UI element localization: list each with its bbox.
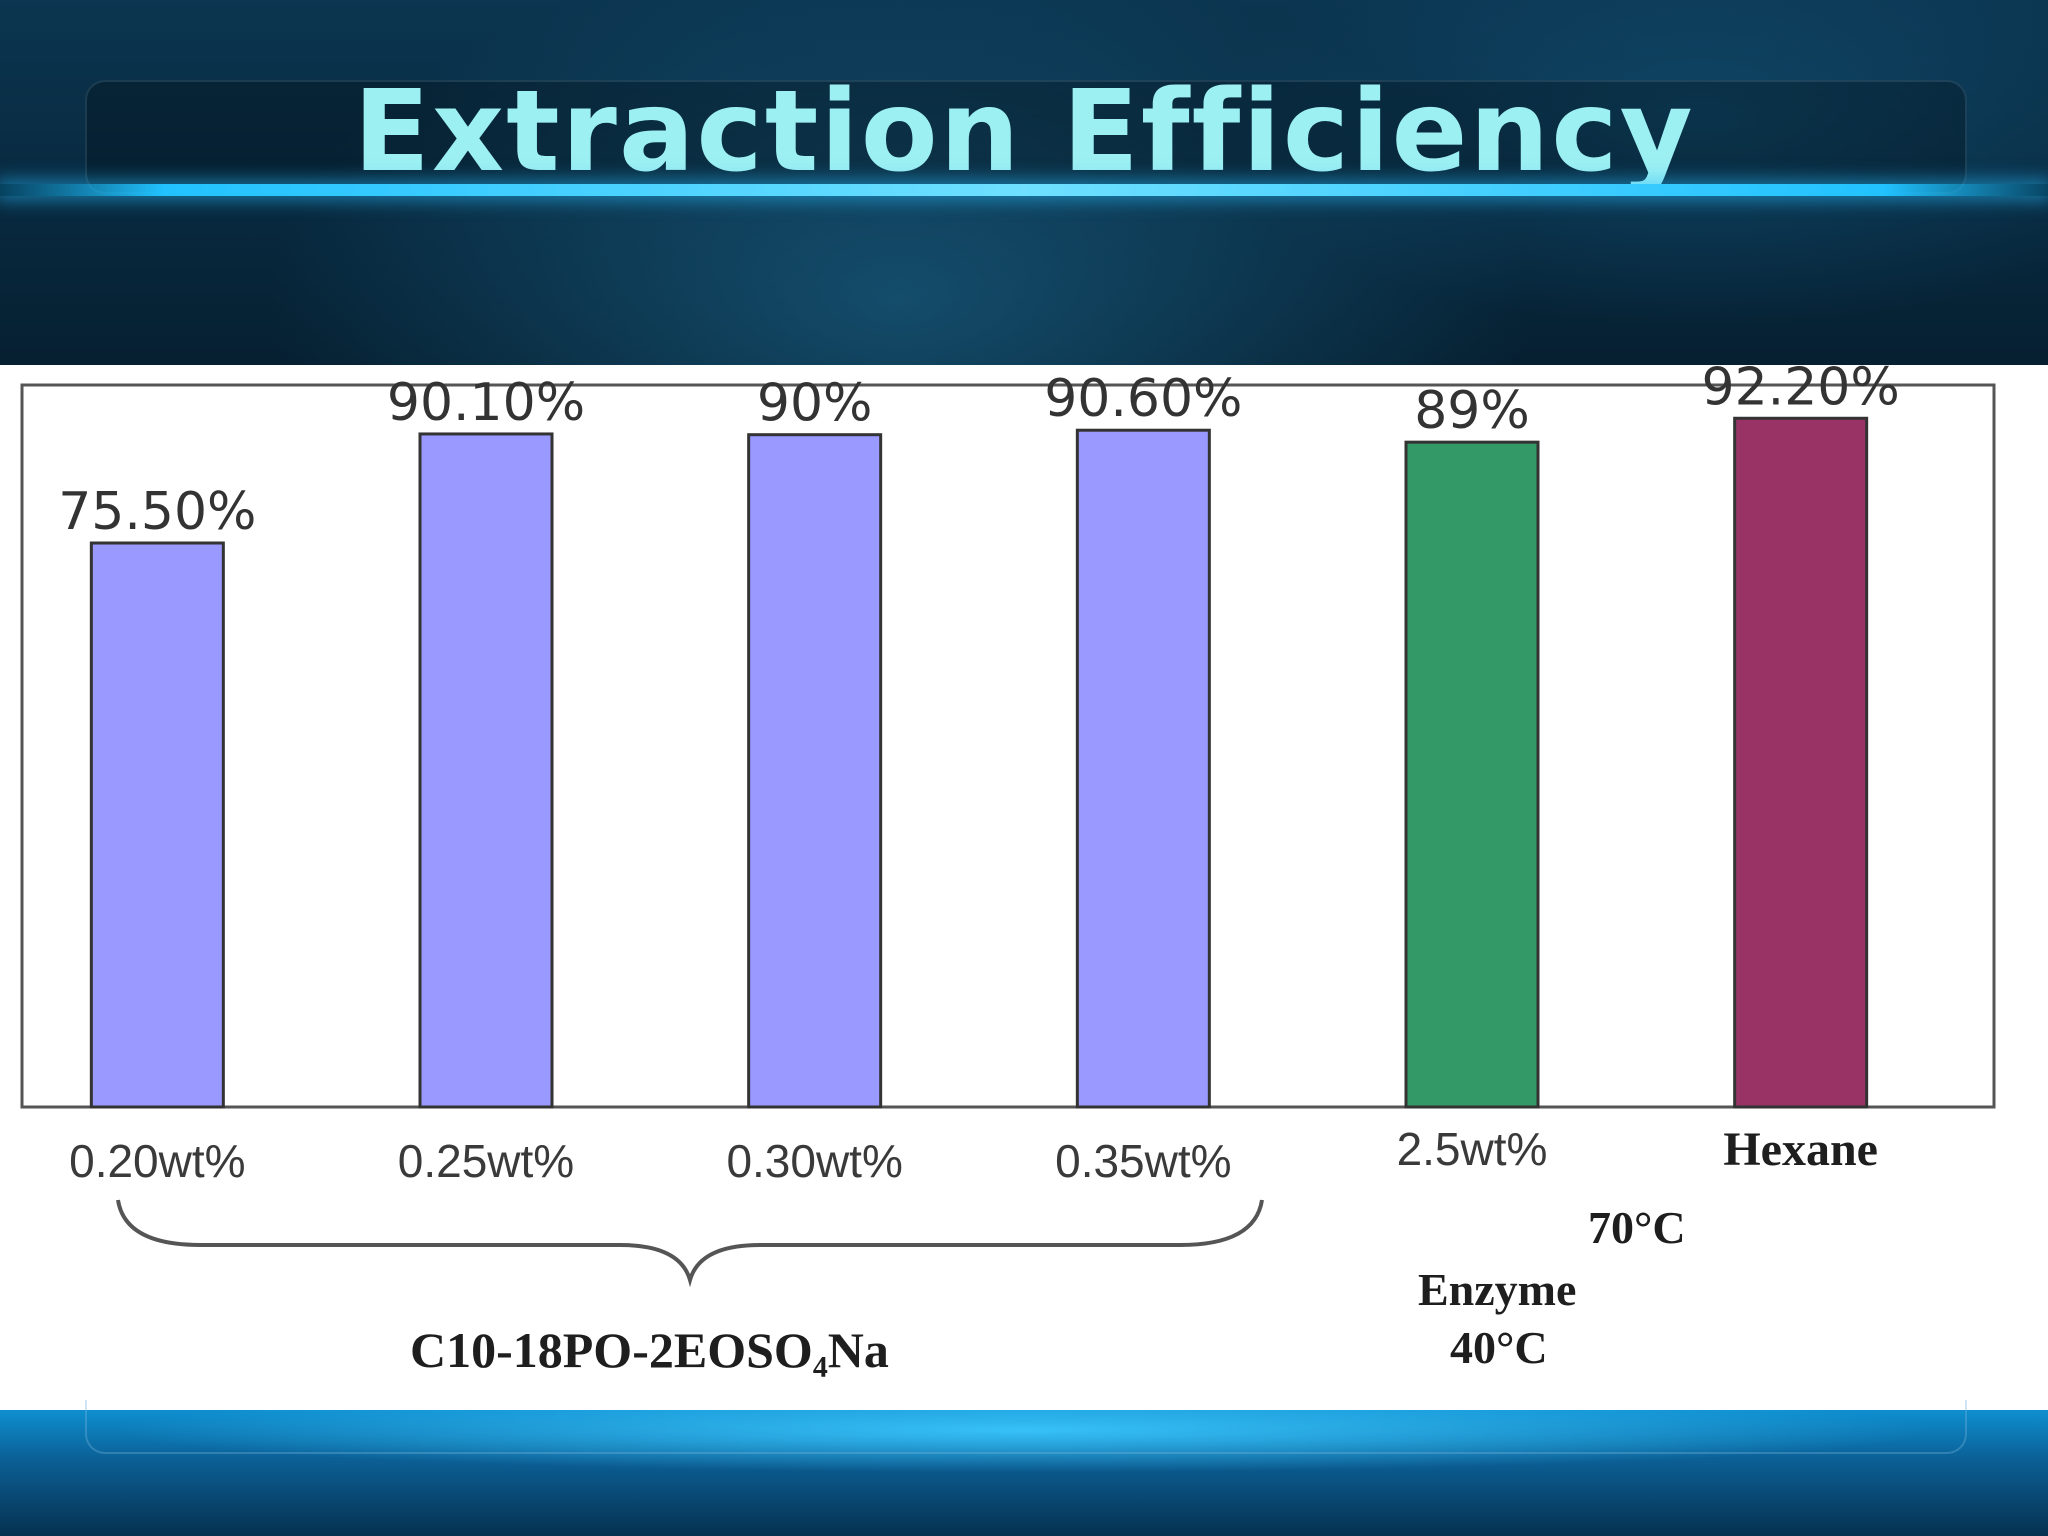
bar-5 xyxy=(1404,440,1540,1109)
slide-title: Extraction Efficiency xyxy=(353,67,1695,197)
bar-value-label-1: 75.50% xyxy=(58,482,256,542)
chart-panel: 75.50% 90.10% 90% 90.60% 89% 92.20% 0.20wt% 0.… xyxy=(0,357,2048,1412)
enzyme-label: Enzyme xyxy=(1418,1264,1576,1315)
category-label-3: 0.30wt% xyxy=(726,1135,902,1187)
bar-6 xyxy=(1733,416,1869,1109)
title-accent-line xyxy=(0,184,2048,196)
enzyme-temperature: 40°C xyxy=(1450,1322,1548,1373)
title-frame xyxy=(85,80,1967,194)
bar-value-label-4: 90.60% xyxy=(1044,369,1242,429)
bar-value-label-2: 90.10% xyxy=(387,373,585,433)
plot-frame xyxy=(20,383,1996,1109)
bar-value-label-3: 90% xyxy=(757,374,873,434)
group-label: C10-18PO-2EOSO₄Na xyxy=(410,1322,889,1378)
bar-3 xyxy=(747,433,883,1109)
category-label-2: 0.25wt% xyxy=(398,1135,574,1187)
bar-chart: 75.50% 90.10% 90% 90.60% 89% 92.20% 0.20wt% 0.… xyxy=(20,357,1996,1378)
category-label-4: 0.35wt% xyxy=(1055,1135,1231,1187)
category-label-1: 0.20wt% xyxy=(69,1135,245,1187)
group-brace xyxy=(116,1199,1264,1288)
footer-frame xyxy=(85,1400,1967,1454)
hexane-temperature: 70°C xyxy=(1588,1202,1686,1253)
bar-value-label-5: 89% xyxy=(1414,381,1530,441)
footer-glow xyxy=(0,1410,2048,1536)
category-label-5: 2.5wt% xyxy=(1397,1123,1548,1175)
bar-value-label-6: 92.20% xyxy=(1702,365,1900,417)
bar-1 xyxy=(89,541,225,1109)
bar-4 xyxy=(1075,428,1211,1109)
category-label-6: Hexane xyxy=(1723,1123,1878,1176)
bar-2 xyxy=(418,432,554,1109)
